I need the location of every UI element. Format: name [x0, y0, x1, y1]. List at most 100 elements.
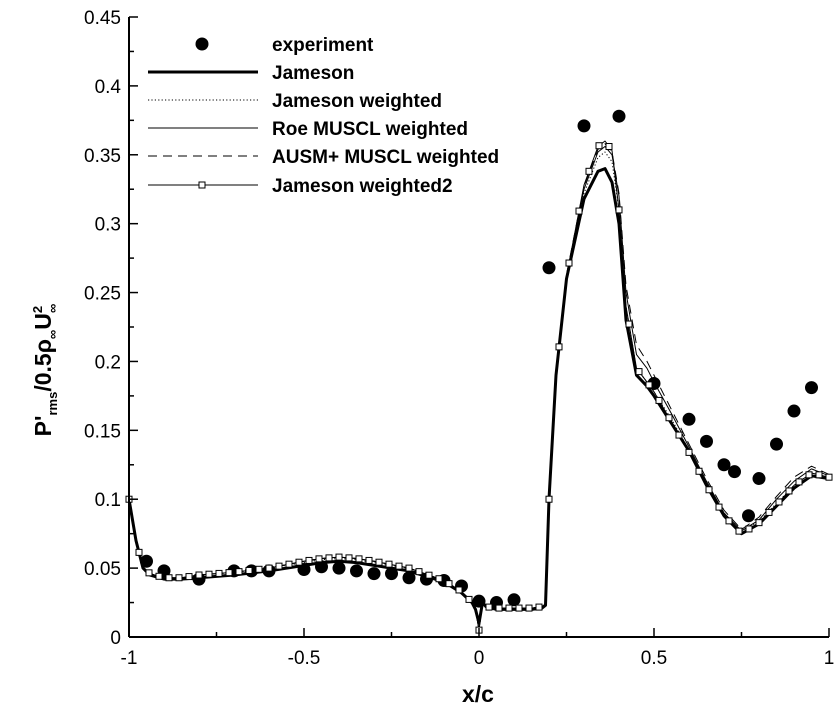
- square-marker: [725, 517, 733, 525]
- experiment-point: [577, 119, 591, 133]
- y-tick-label: 0.4: [95, 77, 122, 98]
- square-marker: [425, 571, 433, 579]
- x-tick-label: -1: [121, 648, 138, 669]
- experiment-point: [742, 509, 755, 523]
- square-marker: [375, 558, 383, 566]
- experiment-point: [542, 261, 556, 275]
- x-axis-title: x/c: [462, 681, 494, 707]
- square-marker: [825, 473, 833, 481]
- square-marker: [565, 259, 573, 267]
- square-marker: [335, 553, 343, 561]
- square-marker: [245, 566, 253, 574]
- square-marker: [405, 564, 413, 572]
- y-title-mid: /0.5ρ: [30, 339, 56, 392]
- plot-area: [125, 109, 833, 634]
- legend-item-jameson-weighted: Jameson weighted: [148, 91, 442, 112]
- legend-item-roe-muscl-weighted: Roe MUSCL weighted: [148, 119, 468, 140]
- y-axis-title: P'rms/0.5ρ∞U2∞: [30, 304, 60, 437]
- y-tick-label: 0.25: [84, 284, 121, 305]
- square-marker: [255, 565, 263, 573]
- square-marker: [435, 575, 443, 583]
- square-marker: [355, 555, 363, 563]
- x-tick-label: 0: [474, 648, 485, 669]
- square-marker: [635, 368, 643, 376]
- y-tick-label: 0: [110, 628, 121, 649]
- square-marker: [555, 343, 563, 351]
- square-marker: [165, 574, 173, 582]
- square-marker: [365, 556, 373, 564]
- square-marker: [205, 570, 213, 578]
- experiment-point: [770, 437, 783, 451]
- square-marker: [195, 571, 203, 579]
- square-marker: [545, 495, 553, 503]
- square-marker: [775, 498, 783, 506]
- square-marker: [455, 586, 463, 594]
- legend-marker: [198, 181, 206, 189]
- legend-item-jameson-weighted2: Jameson weighted2: [148, 176, 453, 197]
- square-marker: [345, 554, 353, 562]
- square-marker: [675, 431, 683, 439]
- square-marker: [135, 548, 143, 556]
- square-marker: [515, 604, 523, 612]
- y-tick-label: 0.35: [84, 146, 121, 167]
- legend-label: Roe MUSCL weighted: [272, 119, 468, 140]
- square-marker: [735, 527, 743, 535]
- legend-label: Jameson weighted2: [272, 176, 453, 197]
- square-marker: [445, 580, 453, 588]
- square-marker: [805, 471, 813, 479]
- square-marker: [185, 573, 193, 581]
- square-marker: [315, 555, 323, 563]
- square-marker: [495, 604, 503, 612]
- experiment-point: [612, 109, 626, 123]
- y-tick-label: 0.1: [95, 490, 121, 511]
- legend-label: experiment: [272, 35, 374, 56]
- square-marker: [525, 604, 533, 612]
- experiment-point: [332, 561, 346, 575]
- square-marker: [505, 604, 513, 612]
- x-tick-label: 1: [824, 648, 835, 669]
- square-marker: [285, 560, 293, 568]
- square-marker: [225, 569, 233, 577]
- experiment-point: [402, 571, 416, 585]
- experiment-point: [350, 564, 363, 578]
- square-marker: [585, 167, 593, 175]
- experiment-point: [805, 381, 818, 395]
- y-tick-label: 0.2: [95, 352, 121, 373]
- series-line-jameson-weighted: [128, 151, 830, 624]
- experiment-point: [787, 404, 801, 418]
- y-tick-label: 0.15: [84, 421, 121, 442]
- square-marker: [665, 414, 673, 422]
- square-marker: [535, 603, 543, 611]
- experiment-point: [682, 412, 696, 426]
- square-marker: [765, 508, 773, 516]
- legend-item-experiment: experiment: [195, 35, 374, 56]
- legend: experiment Jameson Jameson weighted Roe MUS…: [148, 35, 499, 197]
- square-marker: [485, 603, 493, 611]
- experiment-point: [700, 434, 713, 448]
- legend-label: Jameson: [272, 63, 354, 84]
- square-marker: [595, 142, 603, 150]
- square-marker: [695, 467, 703, 475]
- y-title-sub-inf2: ∞: [45, 304, 60, 313]
- square-marker: [745, 525, 753, 533]
- series-markers-jameson-weighted2: [125, 142, 833, 634]
- square-marker: [175, 574, 183, 582]
- y-title-base: P': [30, 416, 56, 437]
- y-tick-label: 0.45: [84, 8, 121, 29]
- y-title-sub-rms: rms: [45, 392, 60, 416]
- experiment-point: [385, 567, 398, 581]
- series-line-ausm-muscl-weighted: [128, 143, 830, 631]
- legend-symbol: [195, 37, 209, 51]
- y-tick-label: 0.05: [84, 559, 121, 580]
- x-tick-label: 0.5: [641, 648, 667, 669]
- square-marker: [705, 486, 713, 494]
- square-marker: [415, 568, 423, 576]
- square-marker: [715, 503, 723, 511]
- square-marker: [605, 143, 613, 151]
- square-marker: [215, 569, 223, 577]
- legend-label: AUSM+ MUSCL weighted: [272, 147, 499, 168]
- series-line-roe-muscl-weighted: [128, 146, 830, 631]
- square-marker: [655, 396, 663, 404]
- square-marker: [795, 478, 803, 486]
